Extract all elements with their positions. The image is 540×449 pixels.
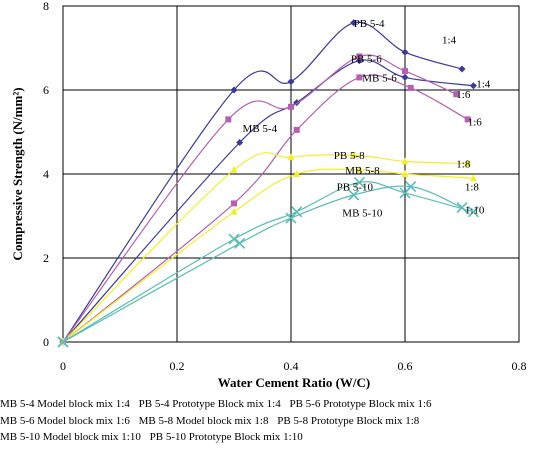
y-tick-label: 4 (43, 167, 49, 181)
data-point-pb-5-10 (353, 176, 365, 188)
data-point-mb-5-10 (348, 189, 360, 201)
series-line-pb-5-10 (62, 181, 474, 343)
series-mb-5-8 (59, 165, 477, 345)
series-line-mb-5-6 (62, 74, 468, 343)
data-point-pb-5-8 (464, 159, 472, 167)
x-tick-label: 0.6 (398, 359, 413, 373)
caption-mb-5-8: MB 5-8 Model block mix 1:8 (138, 414, 269, 427)
y-tick-label: 0 (43, 335, 49, 349)
data-point-mb-5-6 (231, 200, 237, 207)
caption-mb-5-4: MB 5-4 Model block mix 1:4 (0, 398, 130, 410)
annotation-1-4: 1:4 (442, 35, 457, 47)
series-mb-5-10 (57, 181, 468, 348)
data-point-mb-5-6 (293, 126, 300, 133)
y-tick-label: 6 (43, 83, 49, 97)
x-tick-label: 0.2 (170, 359, 185, 373)
data-point-pb-5-6 (453, 91, 460, 98)
annotation-1-6: 1:6 (456, 89, 471, 101)
annotation-1-6: 1:6 (468, 117, 483, 129)
data-point-mb-5-10 (456, 202, 468, 214)
annotation-1-8: 1:8 (465, 182, 480, 194)
series-pb-5-10 (57, 176, 479, 348)
series-line-pb-5-8 (62, 152, 468, 343)
legend-caption: MB 5-4 Model block mix 1:4 PB 5-4 Protot… (0, 396, 540, 446)
data-point-mb-5-8 (401, 170, 409, 177)
data-point-pb-5-4 (458, 65, 466, 73)
data-point-pb-5-10 (467, 206, 479, 218)
annotation-mb-5-6: MB 5-6 (362, 72, 397, 84)
annotation-labels: PB 5-4 1:4 PB 5-6 MB 5-6 1:4 1:6 MB 5-4 1:6 PB 5… (243, 18, 491, 220)
x-tick-label: 0 (60, 359, 66, 373)
x-axis-label: Water Cement Ratio (W/C) (218, 375, 370, 390)
annotation-mb-5-4: MB 5-4 (243, 123, 278, 135)
caption-row-2: MB 5-6 Model block mix 1:6 MB 5-8 Model … (0, 413, 540, 430)
data-point-pb-5-4 (287, 78, 295, 86)
series-line-mb-5-4 (62, 59, 474, 343)
series-line-pb-5-6 (62, 54, 457, 343)
data-point-pb-5-10 (228, 233, 240, 245)
caption-mb-5-6: MB 5-6 Model block mix 1:6 (0, 414, 130, 427)
data-point-mb-5-8 (230, 207, 238, 215)
caption-row-3: MB 5-10 Model block mix 1:10 PB 5-10 Pro… (0, 429, 540, 446)
caption-pb-5-6: PB 5-6 Prototype Block mix 1:6 (289, 398, 432, 410)
series-pb-5-8 (59, 151, 472, 345)
y-axis-label: Compressive Strength (N/mm²) (10, 87, 25, 260)
data-point-pb-5-4 (230, 86, 238, 94)
data-point-mb-5-4 (236, 139, 244, 146)
annotation-pb-5-10: PB 5-10 (337, 182, 374, 194)
series-line-mb-5-10 (62, 185, 463, 343)
chart-grid (62, 5, 520, 343)
annotation-1-4: 1:4 (476, 79, 491, 91)
caption-pb-5-10: PB 5-10 Prototype Block mix 1:10 (149, 431, 303, 443)
data-point-pb-5-8 (287, 153, 295, 161)
annotation-pb-5-6: PB 5-6 (351, 54, 382, 66)
annotation-1-10: 1:10 (465, 205, 485, 217)
series-layer (57, 19, 479, 348)
data-point-mb-5-10 (405, 181, 417, 193)
series-mb-5-6 (60, 74, 471, 345)
series-mb-5-4 (59, 57, 477, 346)
data-point-pb-5-6 (225, 116, 232, 123)
x-tick-label: 0.4 (284, 359, 299, 373)
caption-mb-5-10: MB 5-10 Model block mix 1:10 (0, 431, 141, 443)
y-tick-label: 8 (43, 0, 49, 13)
tick-labels: 0 0.2 0.4 0.6 0.8 0 2 4 6 8 (43, 0, 527, 373)
annotation-1-8: 1:8 (456, 159, 471, 171)
y-tick-label: 2 (43, 251, 49, 265)
annotation-pb-5-4: PB 5-4 (354, 18, 385, 30)
data-point-mb-5-10 (285, 212, 297, 224)
data-point-pb-5-4 (350, 19, 358, 27)
data-point-pb-5-6 (402, 68, 408, 75)
data-point-pb-5-4 (401, 48, 409, 56)
data-point-mb-5-8 (469, 174, 477, 182)
data-point-mb-5-4 (401, 73, 409, 81)
data-point-mb-5-4 (469, 82, 477, 90)
annotation-mb-5-10: MB 5-10 (342, 208, 383, 220)
caption-pb-5-4: PB 5-4 Prototype Block mix 1:4 (138, 398, 281, 410)
plot-frame (62, 5, 520, 343)
data-point-mb-5-6 (464, 116, 471, 123)
data-point-mb-5-10 (234, 237, 246, 249)
data-point-pb-5-8 (230, 165, 238, 173)
caption-row-1: MB 5-4 Model block mix 1:4 PB 5-4 Protot… (0, 396, 540, 413)
data-point-pb-5-8 (401, 157, 409, 165)
caption-pb-5-8: PB 5-8 Prototype Block mix 1:8 (277, 414, 420, 427)
annotation-pb-5-8: PB 5-8 (334, 150, 365, 162)
data-point-mb-5-8 (355, 165, 363, 173)
data-point-mb-5-6 (356, 74, 363, 81)
data-point-pb-5-8 (350, 151, 358, 159)
data-point-mb-5-10 (57, 336, 69, 348)
data-point-mb-5-8 (293, 170, 301, 177)
data-point-pb-5-6 (356, 53, 363, 60)
series-pb-5-6 (60, 53, 460, 345)
annotation-mb-5-8: MB 5-8 (345, 165, 380, 177)
data-point-mb-5-6 (407, 84, 414, 91)
x-tick-label: 0.8 (512, 359, 527, 373)
data-point-pb-5-6 (288, 103, 294, 110)
compressive-strength-chart: 0 0.2 0.4 0.6 0.8 0 2 4 6 8 PB 5-4 1:4 PB 5-6 MB 5-6… (10, 0, 527, 390)
